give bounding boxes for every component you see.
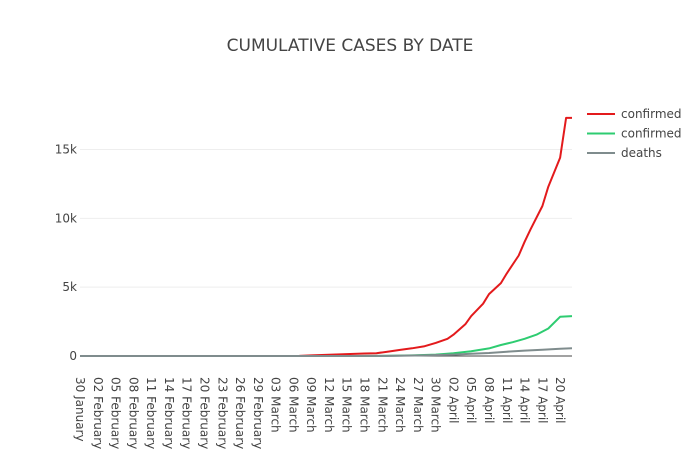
x-tick-label: 26 February xyxy=(233,377,247,449)
x-tick-label: 30 January xyxy=(73,377,87,442)
series-line-confirmed-2[interactable] xyxy=(80,315,573,357)
gridlines xyxy=(80,149,572,357)
x-tick-label: 17 February xyxy=(180,377,194,449)
x-tick-label: 05 April xyxy=(464,377,478,424)
x-tick-label: 14 February xyxy=(162,377,176,449)
series-line-confirmed-1[interactable] xyxy=(80,116,572,357)
series-lines xyxy=(80,116,573,357)
x-tick-label: 11 February xyxy=(144,377,158,449)
legend-item-confirmed-2[interactable]: confirmed xyxy=(587,127,682,141)
x-tick-label: 06 March xyxy=(286,377,300,433)
y-tick-label: 15k xyxy=(55,143,77,157)
chart-title: CUMULATIVE CASES BY DATE xyxy=(227,36,474,56)
x-tick-label: 18 March xyxy=(358,377,372,433)
x-tick-label: 14 April xyxy=(518,377,532,424)
x-tick-label: 17 April xyxy=(535,377,549,424)
x-tick-label: 27 March xyxy=(411,377,425,433)
x-tick-label: 15 March xyxy=(340,377,354,433)
x-tick-label: 30 March xyxy=(429,377,443,433)
y-tick-label: 5k xyxy=(62,280,77,294)
series-line-deaths-3[interactable] xyxy=(80,347,573,357)
y-tick-label: 10k xyxy=(55,211,77,225)
x-tick-label: 12 March xyxy=(322,377,336,433)
x-tick-label: 21 March xyxy=(375,377,389,433)
x-tick-label: 08 April xyxy=(482,377,496,424)
y-axis: 0 5k 10k 15k xyxy=(55,143,77,363)
x-tick-label: 08 February xyxy=(126,377,140,449)
legend-label: confirmed xyxy=(621,107,682,121)
x-tick-label: 11 April xyxy=(500,377,514,424)
x-tick-label: 09 March xyxy=(304,377,318,433)
x-tick-label: 02 February xyxy=(91,377,105,449)
x-tick-label: 29 February xyxy=(251,377,265,449)
x-tick-label: 03 March xyxy=(269,377,283,433)
x-tick-label: 20 February xyxy=(197,377,211,449)
legend-label: deaths xyxy=(621,146,662,160)
y-tick-label: 0 xyxy=(69,349,77,363)
x-tick-label: 05 February xyxy=(109,377,123,449)
legend[interactable]: confirmed confirmed deaths xyxy=(587,107,682,160)
x-tick-label: 20 April xyxy=(553,377,567,424)
legend-item-deaths-3[interactable]: deaths xyxy=(587,146,662,160)
legend-label: confirmed xyxy=(621,127,682,141)
x-tick-label: 23 February xyxy=(215,377,229,449)
x-tick-label: 24 March xyxy=(393,377,407,433)
legend-item-confirmed-1[interactable]: confirmed xyxy=(587,107,682,121)
x-tick-label: 02 April xyxy=(446,377,460,424)
x-axis: 30 January 02 February 05 February 08 Febru… xyxy=(73,377,567,449)
